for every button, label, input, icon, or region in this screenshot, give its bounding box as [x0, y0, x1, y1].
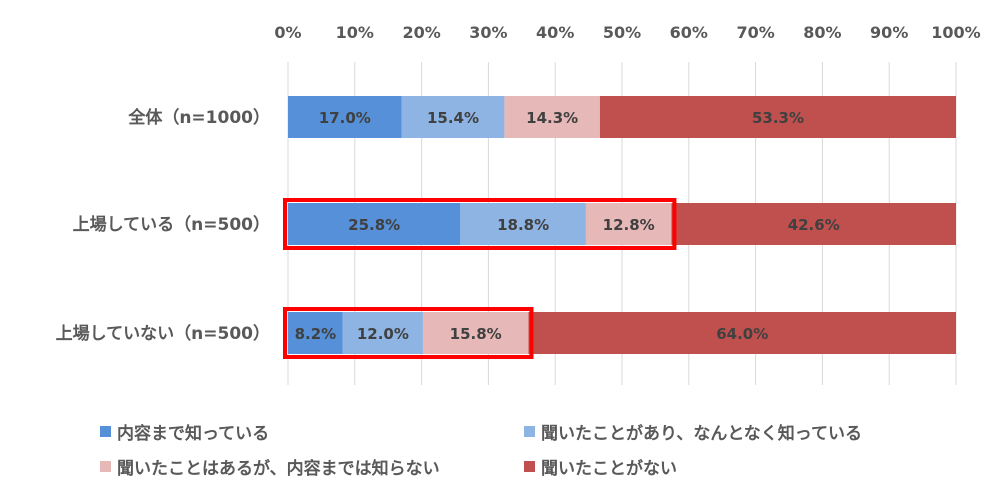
category-labels: 全体（n=1000） 上場している（n=500） 上場していない（n=500）	[56, 107, 270, 344]
bar-data-label: 53.3%	[752, 109, 804, 127]
x-tick-label: 90%	[870, 23, 908, 42]
x-tick-label: 70%	[736, 23, 774, 42]
x-tick-label: 60%	[670, 23, 708, 42]
bar-data-label: 42.6%	[788, 216, 840, 234]
bar-data-label: 18.8%	[497, 216, 549, 234]
bar-data-label: 12.8%	[603, 216, 655, 234]
bar-segment	[288, 203, 461, 245]
bar-segment	[528, 312, 956, 354]
highlight-box	[283, 307, 534, 359]
x-tick-label: 30%	[469, 23, 507, 42]
x-tick-label: 100%	[931, 23, 980, 42]
bar-segment	[599, 96, 956, 138]
x-tick-label: 10%	[336, 23, 374, 42]
category-label: 上場している（n=500）	[73, 214, 270, 235]
bar-segments	[288, 96, 956, 354]
highlight-boxes	[283, 198, 677, 359]
highlight-box	[283, 198, 677, 250]
bar-data-label: 15.8%	[450, 325, 502, 343]
bar-segment	[401, 96, 505, 138]
bar-data-label: 17.0%	[319, 109, 371, 127]
bar-segment	[460, 203, 586, 245]
x-tick-label: 50%	[603, 23, 641, 42]
bar-segment	[585, 203, 672, 245]
bar-data-label: 15.4%	[427, 109, 479, 127]
bar-data-label: 64.0%	[716, 325, 768, 343]
x-tick-label: 20%	[402, 23, 440, 42]
bar-data-label: 25.8%	[348, 216, 400, 234]
bar-segment	[288, 96, 402, 138]
x-tick-label: 40%	[536, 23, 574, 42]
category-label: 上場していない（n=500）	[56, 323, 270, 344]
x-tick-label: 80%	[803, 23, 841, 42]
bar-segment	[504, 96, 600, 138]
bar-data-label: 12.0%	[357, 325, 409, 343]
x-axis-tick-labels: 0% 10% 20% 30% 40% 50% 60% 70% 80% 90% 100%	[274, 23, 980, 42]
bar-segment	[342, 312, 423, 354]
category-label: 全体（n=1000）	[127, 107, 270, 128]
bar-data-labels: 17.0% 15.4% 14.3% 53.3% 25.8% 18.8% 12.8% 42.6%…	[295, 109, 840, 343]
bar-segment	[671, 203, 956, 245]
bar-data-label: 14.3%	[526, 109, 578, 127]
bar-segment	[422, 312, 529, 354]
bar-segment	[288, 312, 343, 354]
x-tick-label: 0%	[274, 23, 301, 42]
bar-data-label: 8.2%	[295, 325, 337, 343]
